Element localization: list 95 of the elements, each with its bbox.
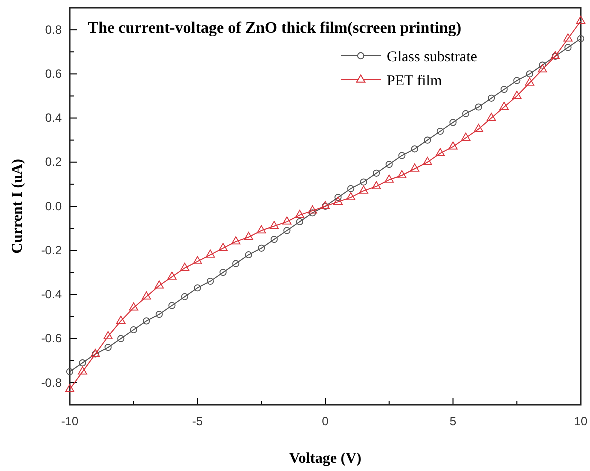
point: [181, 293, 189, 300]
point: [129, 302, 138, 311]
y-axis-title: Current I (uA): [10, 159, 26, 254]
point: [143, 318, 150, 325]
point: [450, 119, 457, 126]
point: [386, 161, 393, 168]
point: [475, 104, 482, 111]
point: [258, 244, 266, 252]
y-tick-label: -0.8: [41, 376, 62, 390]
text: The current-voltage of ZnO thick film(screen printing): [88, 20, 462, 37]
point: [180, 263, 190, 272]
point: [206, 278, 214, 286]
point: [156, 311, 163, 318]
point: [514, 77, 521, 84]
point: [538, 64, 548, 73]
point: [411, 146, 418, 153]
y-tick-label: 0.4: [45, 111, 62, 126]
point: [539, 62, 546, 69]
point: [436, 128, 444, 136]
point: [474, 124, 484, 132]
point: [359, 186, 368, 194]
point: [270, 236, 278, 244]
point: [220, 269, 227, 276]
point: [500, 86, 508, 94]
point: [118, 335, 125, 342]
point: [373, 170, 380, 177]
y-tick-label: 0.0: [45, 199, 62, 214]
point: [66, 368, 74, 376]
legend-label: PET film: [387, 73, 442, 90]
y-tick-label: -0.2: [41, 243, 62, 258]
point: [488, 94, 496, 102]
x-tick-label: -5: [192, 414, 204, 429]
point: [65, 384, 75, 392]
x-tick-label: 10: [574, 414, 588, 429]
point: [512, 90, 522, 100]
point: [78, 366, 88, 375]
point: [410, 164, 420, 172]
point: [116, 316, 126, 324]
point: [244, 232, 254, 240]
point: [462, 110, 470, 118]
point: [576, 16, 586, 24]
point: [334, 194, 342, 202]
x-axis-title: Voltage (V): [289, 451, 362, 467]
point: [168, 272, 177, 280]
y-tick-label: 0.2: [45, 155, 62, 170]
legend-label: Glass substrate: [387, 49, 478, 66]
point: [282, 216, 292, 225]
point: [295, 210, 305, 218]
point: [526, 70, 534, 78]
point: [168, 302, 176, 310]
point: [142, 292, 152, 300]
point: [232, 260, 240, 268]
point: [436, 148, 446, 156]
point: [461, 132, 471, 141]
point: [296, 218, 304, 226]
x-tick-label: -10: [61, 414, 79, 429]
point: [486, 113, 496, 122]
x-tick-label: 0: [322, 414, 330, 429]
point: [309, 210, 316, 217]
point: [194, 284, 202, 292]
point: [270, 221, 280, 230]
point: [308, 206, 318, 214]
point: [348, 185, 355, 192]
point: [500, 102, 509, 110]
point: [104, 331, 113, 340]
point: [334, 196, 343, 205]
point: [360, 178, 368, 186]
point: [245, 251, 252, 259]
point: [424, 136, 432, 144]
point: [398, 152, 406, 160]
point: [448, 142, 458, 150]
point: [398, 170, 407, 178]
point: [577, 35, 585, 42]
point: [372, 181, 382, 190]
point: [231, 236, 241, 245]
y-tick-label: 0.6: [45, 67, 62, 82]
point: [525, 78, 535, 86]
point: [257, 226, 266, 234]
point: [564, 44, 572, 52]
x-tick-label: 5: [450, 414, 457, 429]
y-tick-label: -0.6: [41, 332, 62, 346]
y-tick-label: 0.8: [45, 22, 62, 37]
point: [564, 34, 573, 42]
point: [384, 174, 394, 183]
point: [154, 280, 164, 289]
point: [79, 360, 86, 367]
point: [218, 243, 228, 252]
point: [193, 256, 202, 264]
point: [423, 157, 432, 166]
y-tick-label: -0.4: [41, 288, 62, 302]
point: [284, 227, 291, 234]
point: [130, 326, 138, 334]
point: [104, 344, 112, 352]
point: [206, 250, 216, 258]
point: [346, 192, 356, 201]
